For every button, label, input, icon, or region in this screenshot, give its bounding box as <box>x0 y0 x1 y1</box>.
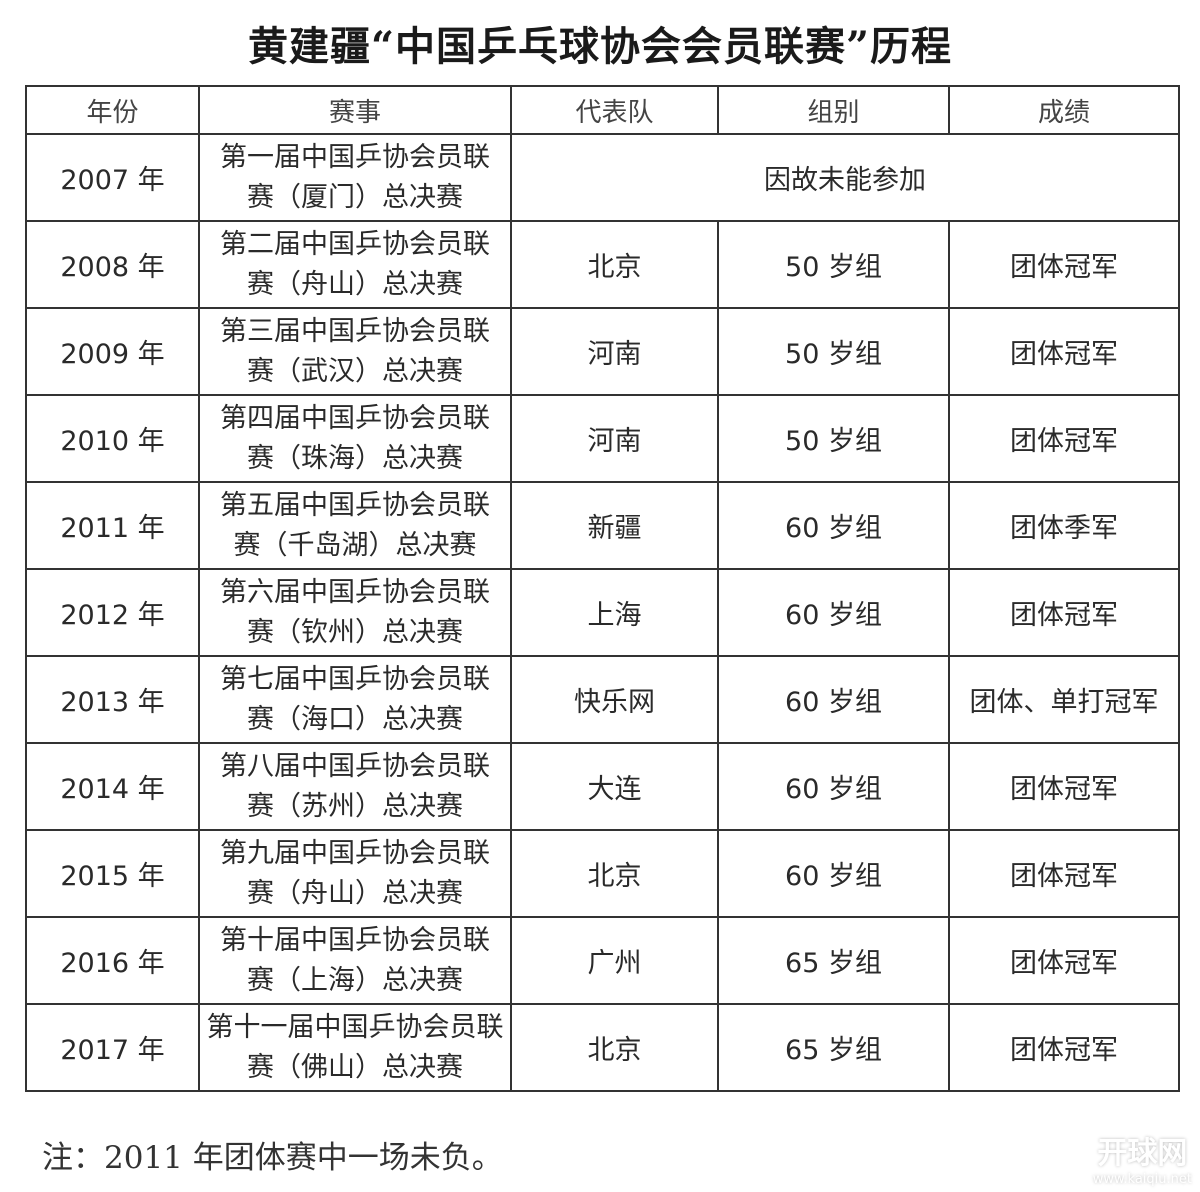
table-row: 2007 年第一届中国乒协会员联 赛（厦门）总决赛 因故未能参加 <box>25 133 1180 222</box>
table-row: 2011 年第五届中国乒协会员联 赛（千岛湖）总决赛 新疆 60 岁组 团体季军 <box>25 481 1180 570</box>
cell-year: 2013 年 <box>25 655 200 744</box>
cell-event: 第五届中国乒协会员联 赛（千岛湖）总决赛 <box>198 481 512 570</box>
cell-year: 2015 年 <box>25 829 200 918</box>
cell-team: 河南 <box>510 394 719 483</box>
header-year: 年份 <box>25 85 200 135</box>
cell-year: 2009 年 <box>25 307 200 396</box>
cell-year: 2017 年 <box>25 1003 200 1092</box>
cell-event: 第八届中国乒协会员联 赛（苏州）总决赛 <box>198 742 512 831</box>
cell-group: 50 岁组 <box>717 394 950 483</box>
event-line: 赛（千岛湖）总决赛 <box>233 529 477 561</box>
header-result: 成绩 <box>948 85 1180 135</box>
event-line: 第六届中国乒协会员联 <box>220 576 490 608</box>
event-line: 第七届中国乒协会员联 <box>220 663 490 695</box>
cell-group: 60 岁组 <box>717 742 950 831</box>
cell-year: 2016 年 <box>25 916 200 1005</box>
cell-result: 团体季军 <box>948 481 1180 570</box>
cell-result: 团体冠军 <box>948 220 1180 309</box>
cell-team: 新疆 <box>510 481 719 570</box>
cell-event: 第三届中国乒协会员联 赛（武汉）总决赛 <box>198 307 512 396</box>
event-line: 赛（苏州）总决赛 <box>247 790 463 822</box>
event-line: 赛（上海）总决赛 <box>247 964 463 996</box>
cell-group: 60 岁组 <box>717 481 950 570</box>
cell-group: 50 岁组 <box>717 307 950 396</box>
event-line: 第一届中国乒协会员联 <box>220 141 490 173</box>
event-line: 第十一届中国乒协会员联 <box>206 1011 504 1043</box>
cell-team: 大连 <box>510 742 719 831</box>
event-line: 赛（舟山）总决赛 <box>247 268 463 300</box>
cell-event: 第六届中国乒协会员联 赛（钦州）总决赛 <box>198 568 512 657</box>
table-row: 2012 年第六届中国乒协会员联 赛（钦州）总决赛 上海 60 岁组 团体冠军 <box>25 568 1180 657</box>
cell-result: 团体、单打冠军 <box>948 655 1180 744</box>
header-group: 组别 <box>717 85 950 135</box>
cell-result: 团体冠军 <box>948 1003 1180 1092</box>
table-header-row: 年份 赛事 代表队 组别 成绩 <box>25 85 1180 135</box>
footnote: 注：2011 年团体赛中一场未负。 <box>42 1140 503 1176</box>
event-line: 赛（厦门）总决赛 <box>247 181 463 213</box>
table-row: 2008 年第二届中国乒协会员联 赛（舟山）总决赛 北京 50 岁组 团体冠军 <box>25 220 1180 309</box>
cell-group: 60 岁组 <box>717 655 950 744</box>
cell-event: 第四届中国乒协会员联 赛（珠海）总决赛 <box>198 394 512 483</box>
cell-event: 第一届中国乒协会员联 赛（厦门）总决赛 <box>198 133 512 222</box>
cell-group: 50 岁组 <box>717 220 950 309</box>
table-row: 2014 年第八届中国乒协会员联 赛（苏州）总决赛 大连 60 岁组 团体冠军 <box>25 742 1180 831</box>
event-line: 第二届中国乒协会员联 <box>220 228 490 260</box>
table-row: 2009 年第三届中国乒协会员联 赛（武汉）总决赛 河南 50 岁组 团体冠军 <box>25 307 1180 396</box>
cell-year: 2008 年 <box>25 220 200 309</box>
cell-year: 2007 年 <box>25 133 200 222</box>
cell-merged-note: 因故未能参加 <box>510 133 1180 222</box>
cell-result: 团体冠军 <box>948 307 1180 396</box>
cell-group: 65 岁组 <box>717 916 950 1005</box>
table-row: 2015 年第九届中国乒协会员联 赛（舟山）总决赛 北京 60 岁组 团体冠军 <box>25 829 1180 918</box>
cell-group: 60 岁组 <box>717 568 950 657</box>
cell-year: 2014 年 <box>25 742 200 831</box>
cell-event: 第十届中国乒协会员联 赛（上海）总决赛 <box>198 916 512 1005</box>
cell-team: 北京 <box>510 1003 719 1092</box>
header-event: 赛事 <box>198 85 512 135</box>
event-line: 第八届中国乒协会员联 <box>220 750 490 782</box>
cell-event: 第九届中国乒协会员联 赛（舟山）总决赛 <box>198 829 512 918</box>
cell-team: 北京 <box>510 220 719 309</box>
cell-year: 2010 年 <box>25 394 200 483</box>
cell-result: 团体冠军 <box>948 742 1180 831</box>
event-line: 第三届中国乒协会员联 <box>220 315 490 347</box>
results-table: 年份 赛事 代表队 组别 成绩 2007 年第一届中国乒协会员联 赛（厦门）总决赛… <box>25 85 1180 1092</box>
cell-result: 团体冠军 <box>948 829 1180 918</box>
cell-result: 团体冠军 <box>948 394 1180 483</box>
cell-team: 北京 <box>510 829 719 918</box>
cell-group: 65 岁组 <box>717 1003 950 1092</box>
cell-year: 2012 年 <box>25 568 200 657</box>
cell-team: 上海 <box>510 568 719 657</box>
cell-result: 团体冠军 <box>948 568 1180 657</box>
event-line: 赛（钦州）总决赛 <box>247 616 463 648</box>
table-row: 2017 年第十一届中国乒协会员联 赛（佛山）总决赛 北京 65 岁组 团体冠军 <box>25 1003 1180 1092</box>
table-row: 2016 年第十届中国乒协会员联 赛（上海）总决赛 广州 65 岁组 团体冠军 <box>25 916 1180 1005</box>
event-line: 第四届中国乒协会员联 <box>220 402 490 434</box>
cell-year: 2011 年 <box>25 481 200 570</box>
cell-team: 快乐网 <box>510 655 719 744</box>
header-team: 代表队 <box>510 85 719 135</box>
document-title: 黄建疆“中国乒乓球协会会员联赛”历程 <box>247 23 952 70</box>
event-line: 赛（佛山）总决赛 <box>247 1051 463 1083</box>
event-line: 赛（舟山）总决赛 <box>247 877 463 909</box>
event-line: 赛（海口）总决赛 <box>247 703 463 735</box>
event-line: 赛（珠海）总决赛 <box>247 442 463 474</box>
table-row: 2013 年第七届中国乒协会员联 赛（海口）总决赛 快乐网 60 岁组 团体、单打冠军 <box>25 655 1180 744</box>
cell-event: 第七届中国乒协会员联 赛（海口）总决赛 <box>198 655 512 744</box>
cell-event: 第二届中国乒协会员联 赛（舟山）总决赛 <box>198 220 512 309</box>
cell-result: 团体冠军 <box>948 916 1180 1005</box>
cell-event: 第十一届中国乒协会员联 赛（佛山）总决赛 <box>198 1003 512 1092</box>
event-line: 第十届中国乒协会员联 <box>220 924 490 956</box>
event-line: 赛（武汉）总决赛 <box>247 355 463 387</box>
table-row: 2010 年第四届中国乒协会员联 赛（珠海）总决赛 河南 50 岁组 团体冠军 <box>25 394 1180 483</box>
event-line: 第五届中国乒协会员联 <box>220 489 490 521</box>
cell-team: 河南 <box>510 307 719 396</box>
cell-team: 广州 <box>510 916 719 1005</box>
event-line: 第九届中国乒协会员联 <box>220 837 490 869</box>
watermark-logo: 开球网 www.kaiqiu.net <box>1092 1136 1192 1187</box>
cell-group: 60 岁组 <box>717 829 950 918</box>
